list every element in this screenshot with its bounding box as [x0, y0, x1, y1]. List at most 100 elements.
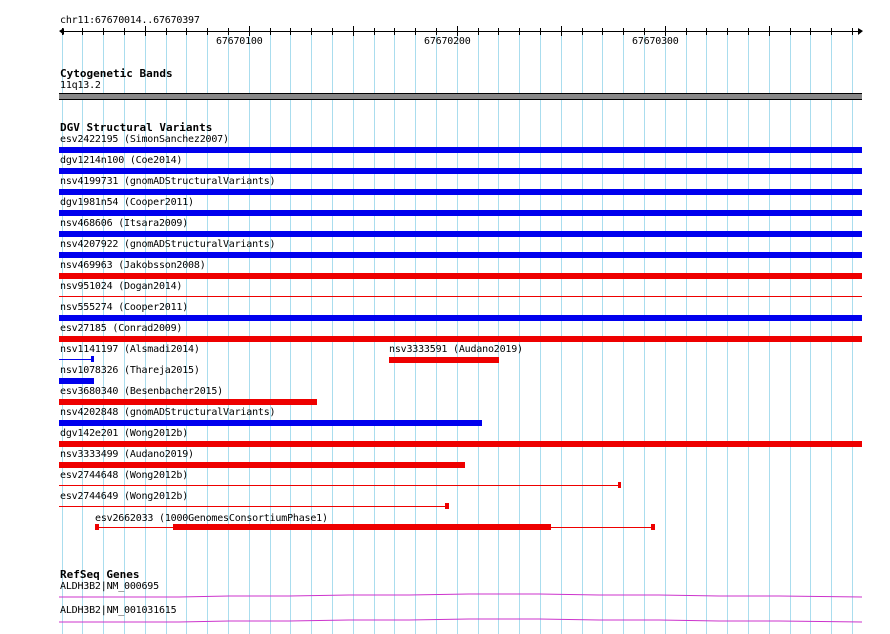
variant-bar[interactable]	[59, 296, 862, 297]
cytoband-track-title: Cytogenetic Bands	[60, 67, 173, 80]
ruler-tick	[145, 26, 146, 36]
ruler-tick	[82, 28, 83, 35]
variant-end-cap[interactable]	[445, 503, 449, 509]
variant-bar[interactable]	[59, 462, 465, 468]
variant-bar[interactable]	[59, 378, 94, 384]
ruler-tick	[207, 28, 208, 35]
ruler-tick	[644, 28, 645, 35]
variant-bar[interactable]	[59, 485, 621, 486]
ruler-tick	[103, 28, 104, 35]
variant-block[interactable]	[95, 524, 99, 530]
variant-label: esv2744649 (Wong2012b)	[60, 491, 189, 502]
ruler-tick	[186, 28, 187, 35]
location-label: chr11:67670014..67670397	[60, 15, 200, 26]
ruler-tick	[478, 28, 479, 35]
variant-bar[interactable]	[59, 147, 862, 153]
ruler-label-2: 67670200	[424, 36, 471, 47]
variant-label: esv2422195 (SimonSanchez2007)	[60, 134, 229, 145]
variant-label: nsv4202848 (gnomADStructuralVariants)	[60, 407, 276, 418]
cytoband-label: 11q13.2	[60, 80, 101, 91]
variant-bar[interactable]	[59, 231, 862, 237]
ruler-tick	[457, 26, 458, 36]
variant-label: nsv3333591 (Audano2019)	[389, 344, 523, 355]
variant-bar[interactable]	[59, 506, 449, 507]
variant-bar[interactable]	[59, 359, 93, 360]
variant-label: nsv4199731 (gnomADStructuralVariants)	[60, 176, 276, 187]
ruler-tick	[582, 28, 583, 35]
variant-bar[interactable]	[59, 168, 862, 174]
ruler-tick	[602, 28, 603, 35]
variant-bar[interactable]	[59, 399, 317, 405]
variant-label: dgv142e201 (Wong2012b)	[60, 428, 189, 439]
ruler-tick	[436, 28, 437, 35]
variant-label: esv2744648 (Wong2012b)	[60, 470, 189, 481]
ruler-tick	[852, 28, 853, 35]
ruler-right-arrow-icon[interactable]	[858, 28, 863, 35]
variant-label: nsv468606 (Itsara2009)	[60, 218, 189, 229]
variant-label: nsv469963 (Jakobsson2008)	[60, 260, 206, 271]
variant-bar[interactable]	[389, 357, 499, 363]
variant-label: nsv4207922 (gnomADStructuralVariants)	[60, 239, 276, 250]
variant-label: esv27185 (Conrad2009)	[60, 323, 183, 334]
variant-bar[interactable]	[59, 336, 862, 342]
ruler-label-3: 67670300	[632, 36, 679, 47]
ruler-left-arrow-icon[interactable]	[59, 28, 64, 35]
ruler-tick	[623, 28, 624, 35]
ruler-tick	[249, 26, 250, 36]
variant-block[interactable]	[173, 524, 551, 530]
ruler-tick	[374, 28, 375, 35]
ruler-tick	[790, 28, 791, 35]
ruler-tick	[353, 26, 354, 36]
variant-label: nsv555274 (Cooper2011)	[60, 302, 189, 313]
gene-intron-line[interactable]	[59, 614, 862, 628]
ruler-tick	[311, 28, 312, 35]
ruler-tick	[415, 28, 416, 35]
ruler-tick	[769, 26, 770, 36]
ruler-tick	[124, 28, 125, 35]
variant-bar[interactable]	[59, 210, 862, 216]
ruler-tick	[498, 28, 499, 35]
variant-bar[interactable]	[59, 252, 862, 258]
variant-label: nsv3333499 (Audano2019)	[60, 449, 194, 460]
ruler-tick	[332, 28, 333, 35]
variant-bar[interactable]	[59, 420, 482, 426]
variant-label: esv2662033 (1000GenomesConsortiumPhase1)	[95, 513, 328, 524]
variant-bar[interactable]	[59, 189, 862, 195]
refseq-track-title: RefSeq Genes	[60, 568, 140, 581]
ruler-tick	[540, 28, 541, 35]
ruler-tick	[270, 28, 271, 35]
variant-label: dgv1214n100 (Coe2014)	[60, 155, 183, 166]
variant-bar[interactable]	[59, 315, 862, 321]
variant-end-cap[interactable]	[91, 356, 94, 362]
variant-bar[interactable]	[59, 273, 862, 279]
variant-label: nsv1141197 (Alsmadi2014)	[60, 344, 200, 355]
gene-intron-line[interactable]	[59, 590, 862, 604]
ruler-tick	[686, 28, 687, 35]
variant-end-cap[interactable]	[618, 482, 621, 488]
ruler-tick	[519, 28, 520, 35]
ruler-tick	[394, 28, 395, 35]
ruler-tick	[665, 26, 666, 36]
ruler-tick	[166, 28, 167, 35]
gene-label: ALDH3B2|NM_001031615	[60, 605, 177, 616]
ruler-tick	[727, 28, 728, 35]
dgv-track-title: DGV Structural Variants	[60, 121, 213, 134]
variant-label: esv3680340 (Besenbacher2015)	[60, 386, 223, 397]
ruler-tick	[228, 28, 229, 35]
gene-label: ALDH3B2|NM_000695	[60, 581, 159, 592]
ruler-line[interactable]	[61, 31, 861, 32]
ruler-tick	[831, 28, 832, 35]
ruler-tick	[290, 28, 291, 35]
variant-label: nsv951024 (Dogan2014)	[60, 281, 183, 292]
variant-label: nsv1078326 (Thareja2015)	[60, 365, 200, 376]
variant-block[interactable]	[651, 524, 655, 530]
ruler-tick	[62, 28, 63, 35]
ruler-tick	[748, 28, 749, 35]
variant-bar[interactable]	[59, 441, 862, 447]
cytoband-bar[interactable]	[59, 93, 862, 100]
ruler-tick	[810, 28, 811, 35]
ruler-tick	[706, 28, 707, 35]
ruler-tick	[561, 26, 562, 36]
